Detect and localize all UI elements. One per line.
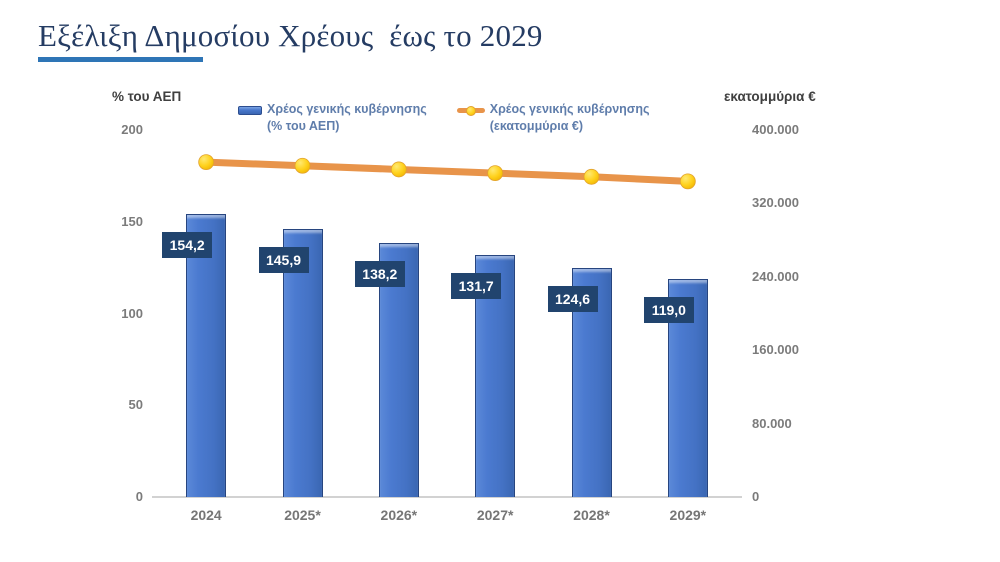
tick-label: 0 <box>135 489 143 504</box>
bar-data-label: 138,2 <box>354 261 405 288</box>
tick-label: 320.000 <box>752 195 799 211</box>
tick-label: 160.000 <box>752 342 799 358</box>
line-marker-2027* <box>487 165 504 182</box>
tick-label: 200 <box>121 122 143 137</box>
line-marker-2025* <box>294 157 311 174</box>
legend-label-line1: Χρέος γενικής κυβέρνησης <box>267 102 427 116</box>
page-title: Εξέλιξη Δημοσίου Χρέους έως το 2029 <box>38 18 543 53</box>
tick-label: 100 <box>121 305 143 321</box>
category-label-2029: 2029* <box>669 507 707 523</box>
tick-label: 240.000 <box>752 268 799 284</box>
bar-data-label: 119,0 <box>643 296 694 323</box>
category-label-2028: 2028* <box>573 507 610 523</box>
line-series-legend-icon <box>456 105 485 116</box>
bar-series-legend-icon <box>238 106 262 115</box>
right-axis-title: εκατομμύρια € <box>724 89 816 104</box>
line-series <box>198 154 696 190</box>
bar-2025* <box>282 229 323 497</box>
category-label-2026: 2026* <box>380 507 418 523</box>
tick-label: 0 <box>752 489 760 504</box>
legend-label-line2: (% του ΑΕΠ) <box>267 119 340 133</box>
x-axis-line <box>152 496 742 498</box>
legend-label-line2: (εκατομμύρια €) <box>489 119 583 133</box>
legend-label: Χρέος γενικής κυβέρνησης (% του ΑΕΠ) <box>267 101 427 135</box>
bar-data-label: 145,9 <box>258 247 309 274</box>
line-marker-2029* <box>679 173 696 190</box>
bar-data-label: 131,7 <box>451 273 502 300</box>
legend-label-line1: Χρέος γενικής κυβέρνησης <box>489 102 650 116</box>
tick-label: 400.000 <box>752 122 799 137</box>
x-axis-labels: 2024 2025* 2026* 2027* 2028* 2029* <box>158 507 736 527</box>
tick-label: 80.000 <box>752 415 792 431</box>
legend-label: Χρέος γενικής κυβέρνησης (εκατομμύρια €) <box>490 101 650 135</box>
line-marker-2028* <box>583 168 600 185</box>
debt-millions-line <box>202 158 692 185</box>
bar-2024 <box>186 214 227 497</box>
title-underline <box>38 57 203 62</box>
tick-label: 150 <box>121 213 143 229</box>
plot-area: 154,2 145,9 138,2 131,7 124,6 119,0 <box>158 130 736 497</box>
bar-data-label: 124,6 <box>547 286 598 313</box>
legend-item-millions-eur: Χρέος γενικής κυβέρνησης (εκατομμύρια €) <box>456 101 650 135</box>
category-label-2027: 2027* <box>476 507 514 523</box>
chart-legend: Χρέος γενικής κυβέρνησης (% του ΑΕΠ) Χρέ… <box>238 101 649 135</box>
line-marker-2024 <box>198 154 215 171</box>
bar-data-label: 154,2 <box>162 232 213 259</box>
category-label-2025: 2025* <box>284 507 321 523</box>
tick-label: 50 <box>128 397 143 413</box>
category-label-2024: 2024 <box>190 507 222 523</box>
left-axis-title: % του ΑΕΠ <box>112 89 182 104</box>
line-marker-2026* <box>390 161 407 178</box>
legend-item-gdp-percent: Χρέος γενικής κυβέρνησης (% του ΑΕΠ) <box>238 101 427 135</box>
